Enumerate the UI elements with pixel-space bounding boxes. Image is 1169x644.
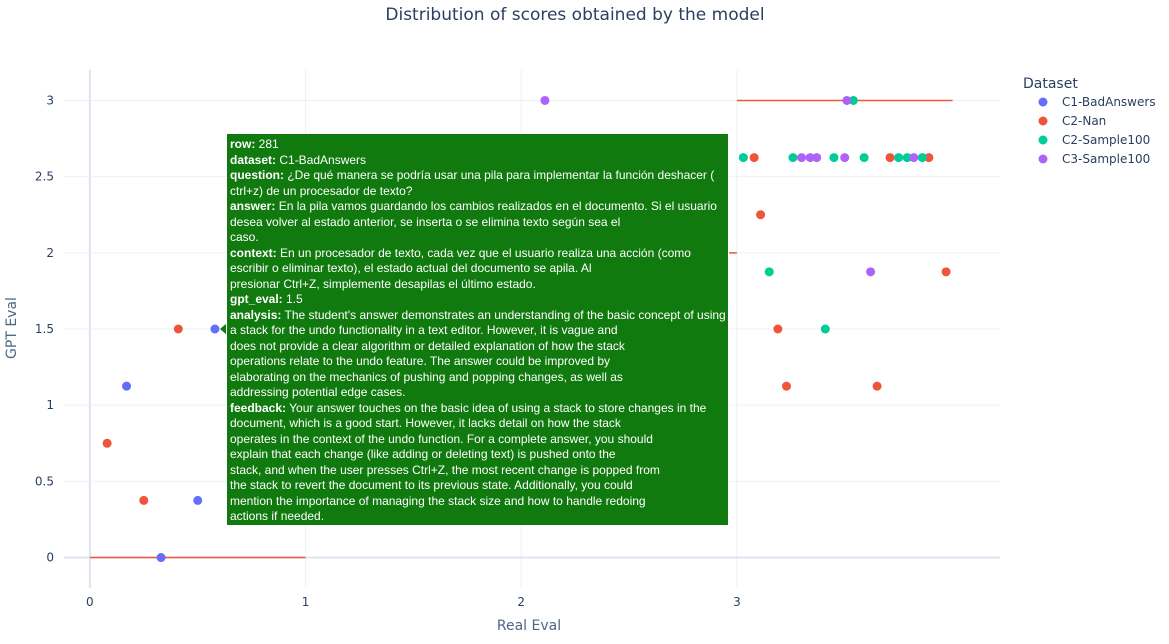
y-tick-label: 0.5: [35, 474, 54, 488]
tooltip-gpt-eval: gpt_eval: 1.5: [230, 292, 303, 306]
y-tick-label: 1.5: [35, 322, 54, 336]
legend-title: Dataset: [1023, 76, 1078, 92]
data-point[interactable]: [738, 153, 748, 163]
y-tick-label: 2.5: [35, 170, 54, 184]
tooltip-feedback-line: explain that each change (like adding or…: [230, 447, 616, 461]
data-point[interactable]: [102, 438, 112, 448]
data-point[interactable]: [872, 381, 882, 391]
y-tick-label: 2: [46, 246, 54, 260]
tooltip-dataset: dataset: C1-BadAnswers: [230, 152, 367, 167]
tooltip-analysis-line: elaborating on the mechanics of pushing …: [230, 369, 623, 384]
tooltip-context-line: presionar Ctrl+Z, simplemente desapilas …: [230, 276, 536, 291]
tooltip-feedback-line: document, which is a good start. However…: [230, 416, 621, 430]
data-point[interactable]: [917, 153, 927, 163]
legend-marker: [1038, 116, 1048, 126]
data-point[interactable]: [156, 553, 166, 563]
data-point[interactable]: [173, 324, 183, 334]
x-tick-label: 0: [86, 595, 94, 609]
legend-marker: [1038, 97, 1048, 107]
tooltip-question-line: ctrl+z) de un procesador de texto?: [230, 183, 413, 198]
data-point[interactable]: [842, 95, 852, 105]
data-point[interactable]: [788, 153, 798, 163]
legend-label[interactable]: C1-BadAnswers: [1062, 95, 1156, 109]
data-point[interactable]: [139, 495, 149, 505]
data-point[interactable]: [909, 153, 919, 163]
tooltip-analysis: analysis: The student's answer demonstra…: [230, 307, 726, 322]
data-point[interactable]: [764, 267, 774, 277]
tooltip-answer-line: caso.: [230, 230, 259, 244]
data-point[interactable]: [820, 324, 830, 334]
tooltip-answer-line: desea volver al estado anterior, se inse…: [230, 214, 621, 229]
tooltip-feedback: feedback: Your answer touches on the bas…: [230, 400, 707, 415]
hover-tooltip: row: 281 dataset: C1-BadAnswers question…: [226, 133, 729, 526]
data-point[interactable]: [894, 153, 904, 163]
data-point[interactable]: [781, 381, 791, 391]
data-point[interactable]: [749, 153, 759, 163]
tooltip-analysis-line: addressing potential edge cases.: [230, 385, 406, 399]
tooltip-feedback-line: actions if needed.: [230, 509, 325, 523]
tooltip-answer: answer: En la pila vamos guardando los c…: [230, 199, 717, 213]
tooltip-analysis-line: a stack for the undo functionality in a …: [230, 323, 618, 337]
chart-title: Distribution of scores obtained by the m…: [385, 5, 764, 25]
data-point[interactable]: [540, 95, 550, 105]
tooltip-context: context: En un procesador de texto, cada…: [230, 245, 691, 260]
data-point[interactable]: [193, 495, 203, 505]
tooltip-analysis-line: operations relate to the undo feature. T…: [230, 354, 611, 368]
data-point[interactable]: [859, 153, 869, 163]
data-point[interactable]: [122, 381, 132, 391]
legend-label[interactable]: C2-Sample100: [1062, 133, 1150, 147]
tooltip-feedback-line: stack, and when the user presses Ctrl+Z,…: [230, 462, 660, 477]
y-tick-label: 0: [46, 551, 54, 565]
data-point[interactable]: [885, 153, 895, 163]
tooltip-pointer: [220, 323, 227, 335]
data-point[interactable]: [866, 267, 876, 277]
legend-label[interactable]: C3-Sample100: [1062, 152, 1150, 166]
tooltip-question: question: ¿De qué manera se podría usar …: [230, 168, 715, 182]
x-tick-label: 1: [302, 595, 310, 609]
data-point[interactable]: [829, 153, 839, 163]
tooltip-feedback-line: the stack to revert the document to its …: [230, 478, 633, 492]
legend-label[interactable]: C2-Nan: [1062, 114, 1106, 128]
tooltip-analysis-line: does not provide a clear algorithm or de…: [230, 338, 625, 353]
data-point[interactable]: [840, 153, 850, 163]
x-axis-ticks: 0 1 2 3: [86, 595, 741, 609]
data-point[interactable]: [848, 95, 858, 105]
data-point[interactable]: [210, 324, 220, 334]
data-point[interactable]: [797, 153, 807, 163]
legend: Dataset C1-BadAnswers C2-Nan C2-Sample100 C…: [1023, 76, 1156, 166]
legend-marker: [1038, 135, 1048, 145]
data-point[interactable]: [924, 153, 934, 163]
legend-marker: [1038, 154, 1048, 164]
data-point[interactable]: [902, 153, 912, 163]
tooltip-context-line: escribir o eliminar texto), el estado ac…: [230, 261, 592, 275]
y-axis-title: GPT Eval: [4, 297, 20, 359]
tooltip-feedback-line: operates in the context of the undo func…: [230, 431, 653, 446]
x-axis-title: Real Eval: [497, 618, 561, 634]
tooltip-row: row: 281: [230, 137, 279, 151]
tooltip-feedback-line: mention the importance of managing the s…: [230, 493, 646, 508]
data-point[interactable]: [756, 210, 766, 220]
data-point[interactable]: [773, 324, 783, 334]
x-tick-label: 3: [733, 595, 741, 609]
y-axis-ticks: 0 0.5 1 1.5 2 2.5 3: [35, 93, 54, 564]
y-tick-label: 1: [46, 398, 54, 412]
y-tick-label: 3: [46, 93, 54, 107]
data-point[interactable]: [941, 267, 951, 277]
data-point[interactable]: [812, 153, 822, 163]
x-tick-label: 2: [517, 595, 525, 609]
data-point[interactable]: [805, 153, 815, 163]
